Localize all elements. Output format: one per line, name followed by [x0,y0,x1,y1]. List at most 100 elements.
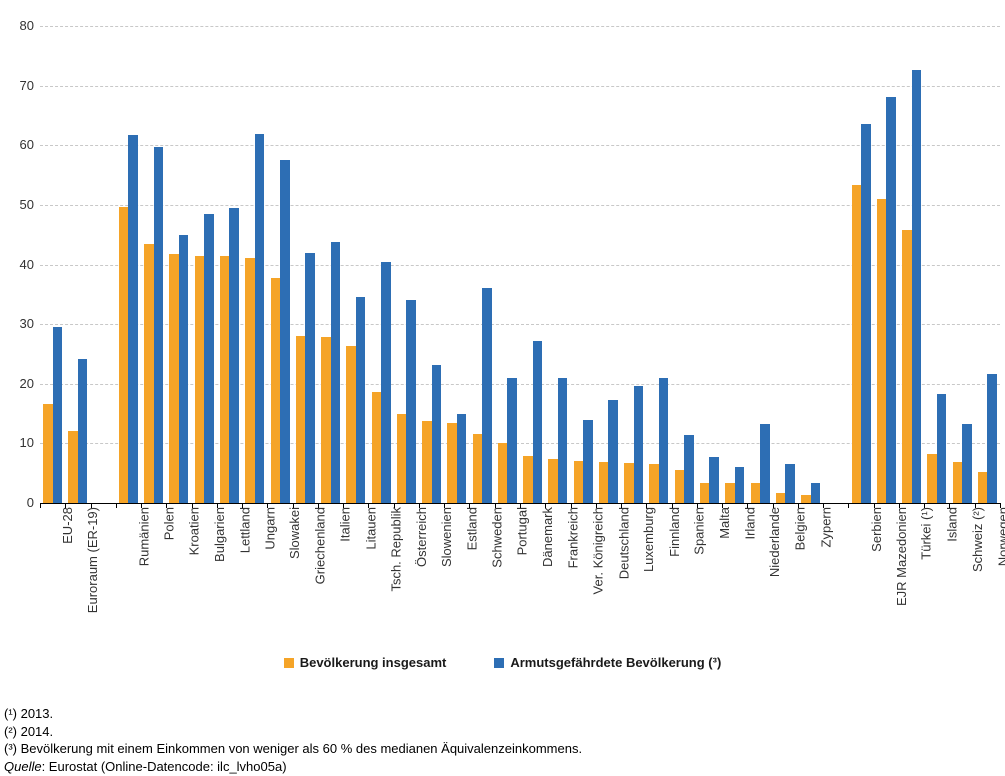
bar-at-risk-of-poverty [709,457,719,503]
bar-total-population [472,433,483,503]
bar-total-population [725,483,735,503]
x-category-label: Griechenland [312,507,328,585]
x-category-label: Finnland [666,507,682,557]
x-category-label: Slowenien [439,507,455,567]
bar-at-risk-of-poverty [633,385,644,503]
bar-total-population [422,421,432,503]
x-category-label: Kroatien [186,507,202,556]
x-axis-tick [949,503,951,508]
x-axis-tick [115,503,117,508]
bar-total-population [43,404,53,503]
x-axis-tick [545,503,547,508]
bar-at-risk-of-poverty [204,213,214,503]
x-category-label: Italien [338,507,354,542]
bar-at-risk-of-poverty [153,147,164,503]
bar-at-risk-of-poverty [280,160,290,503]
x-axis-tick [444,503,446,508]
y-gridline [40,145,1000,147]
y-axis-tick-label: 50 [19,196,34,212]
x-category-label: Dänemark [540,507,556,567]
x-axis-tick [65,503,67,508]
x-axis-tick [696,503,698,508]
bar-total-population [674,470,685,503]
bar-at-risk-of-poverty [583,420,593,503]
x-axis-tick [621,503,623,508]
x-axis-tick [595,503,597,508]
bar-at-risk-of-poverty [608,400,618,503]
bar-at-risk-of-poverty [254,133,265,503]
x-axis-tick [141,503,143,508]
x-axis-tick [722,503,724,508]
bar-at-risk-of-poverty [305,252,315,503]
bar-at-risk-of-poverty [381,262,391,503]
y-axis-tick-label: 10 [19,435,34,451]
x-axis-tick [747,503,749,508]
x-axis-tick [267,503,269,508]
legend-item-at-risk: Armutsgefährdete Bevölkerung (³) [494,655,721,670]
bar-total-population [977,471,988,503]
bar-total-population [750,483,760,503]
bar-at-risk-of-poverty [77,359,88,503]
bar-total-population [144,244,154,503]
chart-legend: Bevölkerung insgesamt Armutsgefährdete B… [0,655,1005,670]
x-axis-tick [191,503,193,508]
legend-label-total: Bevölkerung insgesamt [299,655,447,670]
bar-total-population [523,455,533,503]
x-category-label: Schweiz (²) [969,507,985,573]
x-category-label: Lettland [236,507,252,554]
x-category-label: Frankreich [565,507,581,569]
bar-total-population [219,255,230,503]
y-gridline [40,26,1000,27]
bar-total-population [118,206,129,503]
bar-at-risk-of-poverty [962,423,972,503]
bar-total-population [497,442,508,503]
bar-at-risk-of-poverty [406,300,416,503]
y-axis-tick-label: 30 [19,316,34,332]
bar-total-population [396,413,407,503]
bar-total-population [649,463,659,503]
bar-total-population [371,391,382,503]
bar-at-risk-of-poverty [658,377,669,503]
x-category-label: Norwegen [994,507,1005,567]
y-gridline [40,443,1000,445]
x-category-label: Belgien [792,507,808,551]
source-text: : Eurostat (Online-Datencode: ilc_lvho05… [41,758,287,774]
x-category-label: Zypern [818,507,834,548]
x-axis-tick [646,503,648,508]
bar-at-risk-of-poverty [810,482,821,503]
bar-total-population [169,254,179,503]
x-axis-tick [317,503,319,508]
bar-at-risk-of-poverty [482,288,492,503]
x-axis-tick [418,503,420,508]
x-category-label: Euroraum (ER-19) [85,507,101,614]
y-axis-tick-label: 80 [19,18,34,33]
bar-total-population [598,461,609,503]
bar-total-population [194,255,205,503]
bar-total-population [775,493,786,503]
footnote-2: (²) 2014. [4,723,54,739]
x-category-label: Litauen [363,507,379,550]
x-category-label: Schweden [489,507,505,568]
x-category-label: Polen [161,507,177,541]
bar-total-population [624,463,634,503]
y-gridline [40,85,1000,87]
x-category-label: Malta [716,507,732,539]
x-axis-tick [898,503,900,508]
bar-at-risk-of-poverty [532,340,543,503]
bar-total-population [573,460,584,503]
x-axis-tick [90,503,92,508]
x-category-label: Ungarn [262,507,278,550]
bar-total-population [902,229,912,503]
bar-total-population [321,337,331,503]
x-category-label: Österreich [413,507,429,567]
x-category-label: Türkei (¹) [919,507,935,560]
y-axis-tick-label: 20 [19,375,34,391]
bar-total-population [447,423,457,503]
bar-total-population [548,459,558,503]
y-gridline [40,383,1000,385]
y-gridline [40,264,1000,266]
x-axis-tick [1000,503,1001,508]
bar-total-population [245,257,255,503]
bar-total-population [295,336,306,503]
